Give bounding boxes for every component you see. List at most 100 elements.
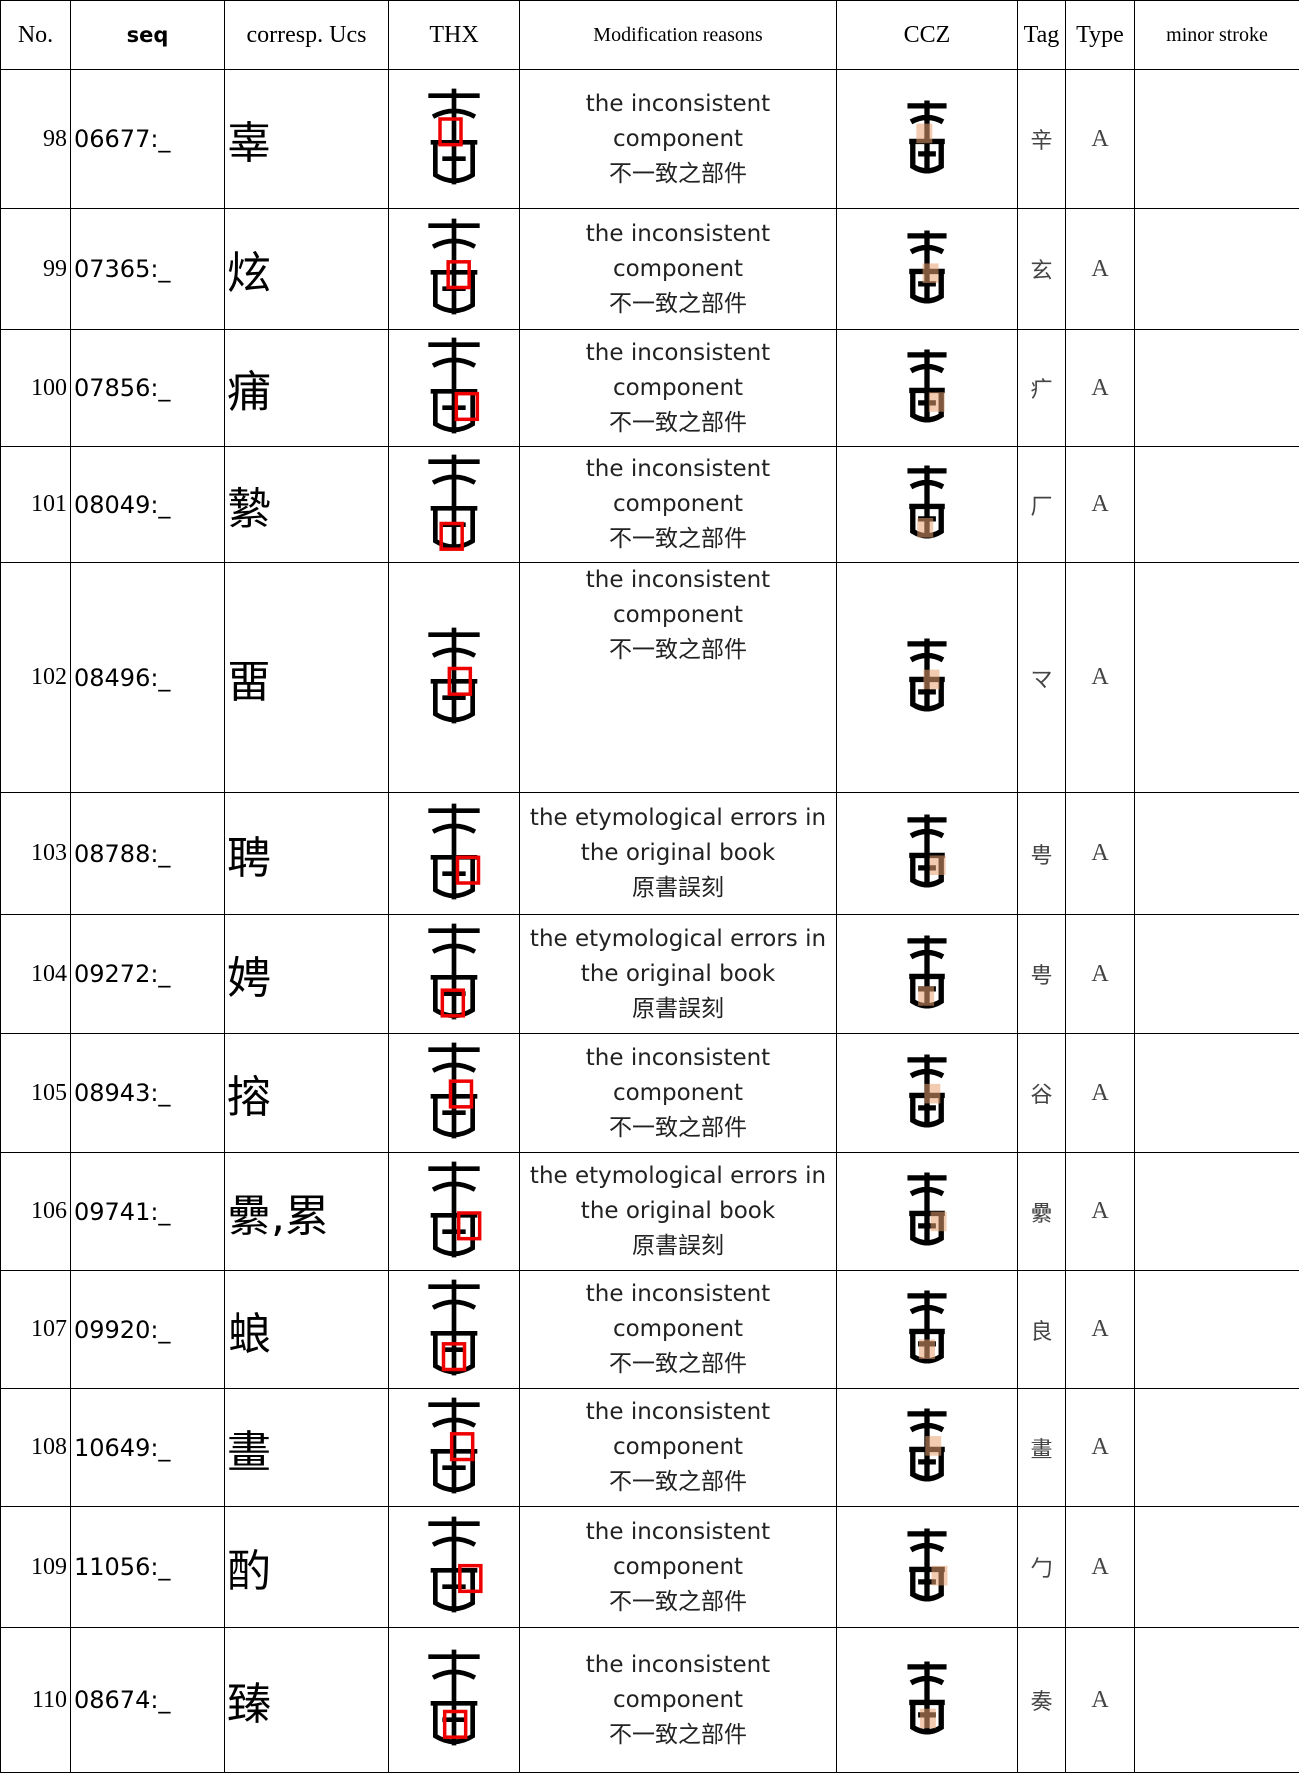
glyph-part	[428, 218, 480, 315]
reason-english: the inconsistent component	[585, 1281, 771, 1342]
glyph-part	[456, 1210, 482, 1240]
row-number: 100	[0, 329, 71, 447]
row-number: 101	[0, 446, 71, 563]
minor-stroke	[1134, 792, 1299, 915]
thx-cell	[388, 1152, 520, 1271]
glyph-part	[907, 1661, 947, 1734]
type: A	[1065, 329, 1135, 447]
tag: 奏	[1017, 1627, 1066, 1773]
ccz-glyph-image	[907, 935, 947, 1008]
column-header: No.	[0, 0, 71, 70]
column-header: THX	[388, 0, 520, 70]
ccz-cell	[836, 792, 1018, 915]
thx-cell	[388, 562, 520, 793]
tag: 谷	[1017, 1033, 1066, 1153]
unicode-char: 酌	[224, 1506, 389, 1628]
reason-chinese: 不一致之部件	[609, 1588, 747, 1615]
minor-stroke	[1134, 1152, 1299, 1271]
seq-code: 06677:_	[70, 69, 225, 209]
minor-stroke	[1134, 1270, 1299, 1389]
glyph-part	[428, 1649, 480, 1746]
table-row: 102 08496:_ 畱 the inconsistent component 不一致…	[0, 562, 1299, 793]
glyph-part	[441, 1341, 467, 1371]
type: A	[1065, 69, 1135, 209]
type: A	[1065, 1506, 1135, 1628]
column-header: seq	[70, 0, 225, 70]
row-number: 99	[0, 208, 71, 330]
seq-code: 08674:_	[70, 1627, 225, 1773]
table-row: 109 11056:_ 酌 the inconsistent component 不一致…	[0, 1506, 1299, 1628]
thx-cell	[388, 446, 520, 563]
ccz-glyph-image	[907, 1172, 947, 1246]
reason-cell: the inconsistent component 不一致之部件	[519, 446, 837, 563]
row-number: 104	[0, 914, 71, 1034]
minor-stroke	[1134, 1388, 1299, 1507]
reason-english: the inconsistent component	[585, 220, 771, 282]
row-number: 98	[0, 69, 71, 209]
table-row: 108 10649:_ 畫 the inconsistent component 不一致…	[0, 1388, 1299, 1507]
ccz-glyph-image	[907, 349, 947, 422]
unicode-char: 畫	[224, 1388, 389, 1507]
minor-stroke	[1134, 914, 1299, 1034]
unicode-char: 聘	[224, 792, 389, 915]
thx-cell	[388, 792, 520, 915]
minor-stroke	[1134, 1506, 1299, 1628]
reason-chinese: 不一致之部件	[609, 526, 747, 552]
reason-chinese: 原書誤刻	[632, 1233, 724, 1259]
thx-cell	[388, 1033, 520, 1153]
glyph-part	[917, 518, 934, 538]
glyph-part	[428, 88, 480, 185]
reason-cell: the inconsistent component 不一致之部件	[519, 69, 837, 209]
glyph-part	[907, 814, 947, 888]
thx-cell	[388, 69, 520, 209]
seq-code: 07856:_	[70, 329, 225, 447]
minor-stroke	[1134, 1033, 1299, 1153]
ccz-cell	[836, 1152, 1018, 1271]
thx-cell	[388, 1388, 520, 1507]
row-number: 105	[0, 1033, 71, 1153]
table-row: 104 09272:_ 娉 the etymological errors in th…	[0, 914, 1299, 1034]
minor-stroke	[1134, 446, 1299, 563]
seq-code: 09272:_	[70, 914, 225, 1034]
glyph-part	[454, 391, 480, 422]
glyph-part	[907, 935, 947, 1008]
reason-cell: the etymological errors in the original …	[519, 1152, 837, 1271]
thx-glyph-image	[428, 218, 480, 315]
thx-glyph-image	[428, 1397, 480, 1493]
ccz-cell	[836, 1388, 1018, 1507]
thx-glyph-image	[428, 454, 480, 551]
glyph-part	[924, 1083, 941, 1103]
ccz-glyph-image	[907, 1054, 947, 1127]
row-number: 107	[0, 1270, 71, 1389]
glyph-part	[428, 923, 480, 1020]
reason-chinese: 原書誤刻	[632, 995, 724, 1022]
unicode-char: 娉	[224, 914, 389, 1034]
reason-chinese: 不一致之部件	[609, 290, 747, 317]
glyph-part	[925, 1436, 942, 1456]
reason-english: the inconsistent component	[585, 1651, 771, 1713]
ccz-cell	[836, 446, 1018, 563]
row-number: 108	[0, 1388, 71, 1507]
ccz-cell	[836, 914, 1018, 1034]
type: A	[1065, 1033, 1135, 1153]
thx-cell	[388, 329, 520, 447]
reason-cell: the inconsistent component 不一致之部件	[519, 1270, 837, 1389]
reason-chinese: 不一致之部件	[609, 160, 747, 187]
glyph-part	[928, 391, 945, 412]
reason-chinese: 原書誤刻	[632, 875, 724, 901]
column-header: Tag	[1017, 0, 1066, 70]
reason-cell: the inconsistent component 不一致之部件	[519, 562, 837, 793]
seq-code: 08788:_	[70, 792, 225, 915]
ccz-cell	[836, 1270, 1018, 1389]
ccz-glyph-image	[907, 1528, 948, 1601]
unicode-char: 炫	[224, 208, 389, 330]
seq-code: 09920:_	[70, 1270, 225, 1389]
table-row: 100 07856:_ 痡 the inconsistent component 不一致…	[0, 329, 1299, 447]
column-header: Type	[1065, 0, 1135, 70]
ccz-glyph-image	[907, 100, 947, 173]
glyph-part	[907, 1290, 947, 1364]
reason-english: the inconsistent component	[585, 1399, 771, 1460]
minor-stroke	[1134, 329, 1299, 447]
table-row: 101 08049:_ 縶 the inconsistent component 不一致…	[0, 446, 1299, 563]
tag: 勹	[1017, 1506, 1066, 1628]
